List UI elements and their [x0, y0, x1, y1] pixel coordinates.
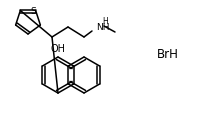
Text: H: H — [102, 16, 108, 25]
Text: S: S — [31, 7, 36, 16]
Text: BrH: BrH — [157, 48, 179, 61]
Text: OH: OH — [51, 44, 65, 54]
Text: NH: NH — [96, 23, 109, 32]
